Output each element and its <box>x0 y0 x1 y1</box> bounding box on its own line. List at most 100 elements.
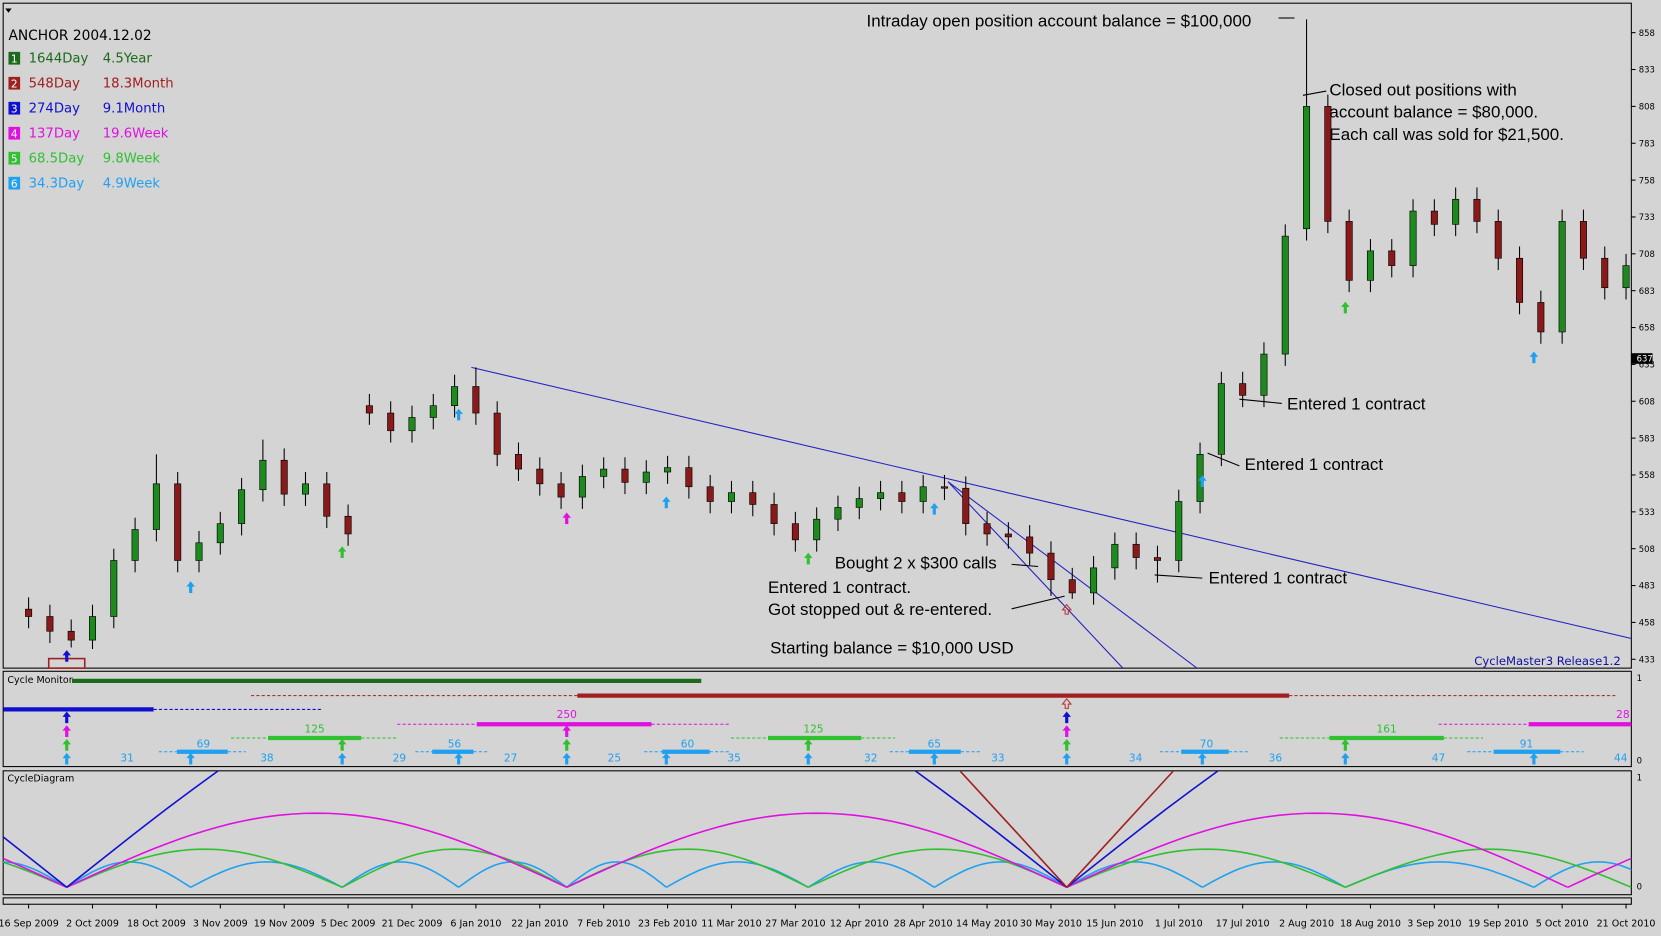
cycle-arc <box>1066 812 1569 889</box>
cycle-count: 250 <box>557 709 577 721</box>
candle-body <box>1281 235 1289 355</box>
main-panel <box>2 2 1632 669</box>
cycle-count: 38 <box>260 752 273 764</box>
cycle-arrow <box>804 552 813 565</box>
cycle-badge <box>8 101 21 115</box>
cycle-count: 27 <box>504 752 517 764</box>
cycle-count: 91 <box>1520 739 1533 751</box>
candle-body <box>344 515 352 535</box>
annotation: Bought 2 x $300 calls <box>835 554 997 573</box>
y-tick-label: 458 <box>1639 618 1655 628</box>
candle-body <box>110 560 118 617</box>
monitor-panel <box>2 670 1632 768</box>
cycle-badge <box>8 51 21 65</box>
monitor-bars: 31 38 29 27 25 35 32 33 34 36 47 44 69 56 60 65 70 91 125 1… <box>3 678 1632 765</box>
monitor-arrow <box>930 752 939 765</box>
y-tick-label: 683 <box>1639 286 1655 296</box>
cycle-arrow <box>62 650 71 662</box>
menu-arrow[interactable] <box>5 8 12 13</box>
annotation: Entered 1 contract. <box>768 578 911 597</box>
candle-body <box>365 405 373 414</box>
monitor-arrow <box>337 752 347 765</box>
x-tick-label: 27 Mar 2010 <box>765 918 825 929</box>
cycle-length: 4.5Year <box>103 51 153 66</box>
monitor-arrow <box>454 752 463 765</box>
cycle-badge <box>8 76 21 90</box>
cycle-arc <box>1345 848 1632 889</box>
annotation: Entered 1 contract <box>1287 395 1426 414</box>
cycle-count: 69 <box>197 739 210 751</box>
cycle-count: 65 <box>928 739 941 751</box>
cycle-count: 31 <box>120 752 133 764</box>
cycle-arrow <box>337 546 347 558</box>
cycle-length: 9.8Week <box>103 151 161 166</box>
cycle-arc <box>341 861 460 888</box>
cycle-arrow <box>1529 351 1539 364</box>
y-tick-label: 533 <box>1639 507 1655 517</box>
candle-body <box>1090 567 1098 594</box>
monitor-arrow <box>804 739 813 751</box>
cycle-arrow <box>454 408 463 421</box>
candle-body <box>791 523 799 541</box>
cycle-count: 70 <box>1200 739 1214 751</box>
cycle-period: 1644Day <box>29 51 89 66</box>
x-tick-label: 1 Jul 2010 <box>1155 918 1203 929</box>
x-tick-label: 21 Dec 2009 <box>382 918 443 929</box>
candle-body <box>1217 383 1225 455</box>
x-tick-label: 2 Aug 2010 <box>1279 918 1334 929</box>
candle-body <box>834 507 842 520</box>
stop-arrow <box>1061 603 1073 615</box>
candle-body <box>1494 221 1502 259</box>
cycle-period: 68.5Day <box>29 151 85 166</box>
candle-body <box>323 483 331 517</box>
cycle-arrow <box>186 581 195 593</box>
monitor-arrow <box>1062 711 1071 724</box>
monitor-arrow <box>1341 752 1350 765</box>
cycle-arrow <box>562 512 571 525</box>
candle-body <box>898 492 906 502</box>
candle-body <box>238 489 246 524</box>
diagram-panel <box>2 770 1632 896</box>
cycle-arc <box>1533 861 1632 888</box>
cycle-number: 2 <box>11 78 18 90</box>
y-tick-label: 433 <box>1639 654 1655 664</box>
y-tick-label: 858 <box>1639 28 1655 38</box>
cycle-count: 125 <box>803 724 823 736</box>
monitor-title: Cycle Monitor <box>7 675 72 686</box>
y-tick-label: 783 <box>1639 138 1655 148</box>
candle-body <box>1175 501 1183 561</box>
monitor-marker <box>1061 697 1073 709</box>
x-tick-label: 6 Jan 2010 <box>450 918 501 929</box>
candle-body <box>578 476 586 498</box>
candle-body <box>813 518 821 541</box>
cycle-count: 56 <box>448 739 462 751</box>
x-tick-label: 19 Sep 2010 <box>1468 918 1528 929</box>
candle-body <box>387 412 395 432</box>
leader <box>1154 574 1203 579</box>
candle-body <box>642 471 650 483</box>
candle-body <box>408 417 416 432</box>
candle-body <box>1601 257 1609 289</box>
candle-body <box>855 498 863 508</box>
candle-body <box>557 483 565 498</box>
x-tick-label: 22 Jan 2010 <box>511 918 568 929</box>
candle-body <box>962 487 970 524</box>
y-tick-label: 658 <box>1639 323 1655 333</box>
y-tick-label: 483 <box>1639 581 1655 591</box>
anchor-label: ANCHOR 2004.12.02 <box>8 28 151 44</box>
annotation: Entered 1 contract <box>1209 568 1348 587</box>
diagram-axis-label: 1 <box>1637 772 1642 782</box>
diagram-arcs <box>3 770 1632 889</box>
cycle-arrow <box>662 496 671 509</box>
cycle-length: 19.6Week <box>103 126 169 141</box>
candle-body <box>131 529 139 561</box>
cycle-period: 34.3Day <box>29 176 85 191</box>
current-price-box <box>1631 353 1653 364</box>
cycle-arc <box>3 861 68 889</box>
candle-body <box>1345 221 1353 281</box>
release-label: CycleMaster3 Release1.2 <box>1474 654 1621 668</box>
cycle-count: 35 <box>727 752 740 764</box>
candles <box>25 19 1630 649</box>
candle-body <box>919 486 927 502</box>
